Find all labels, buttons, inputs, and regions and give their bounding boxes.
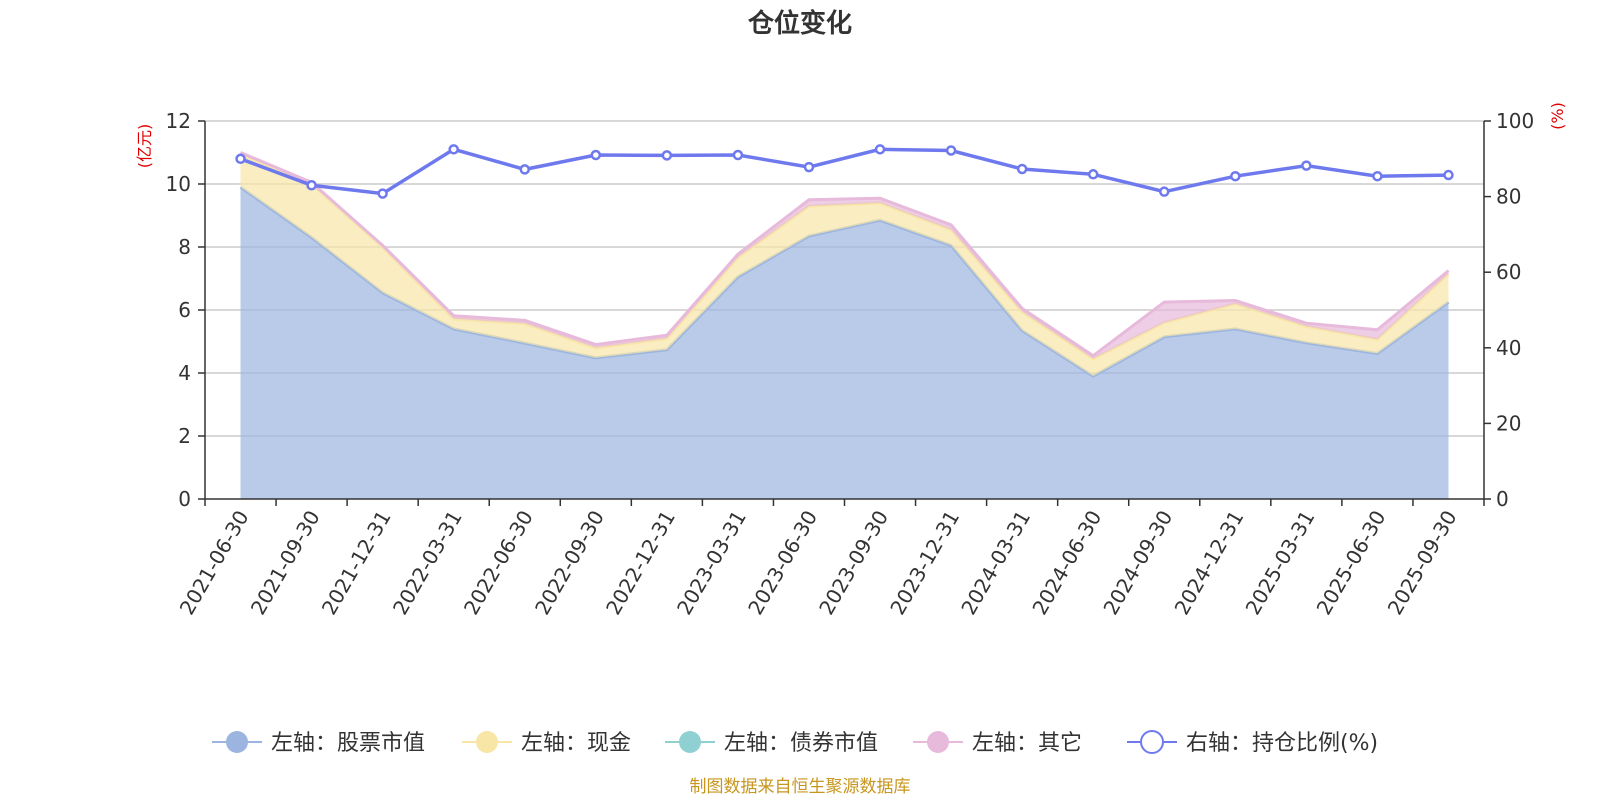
ratio-point[interactable] xyxy=(377,188,388,199)
legend-marker xyxy=(226,731,248,753)
ratio-point[interactable] xyxy=(1372,170,1383,182)
right-axis-unit: (%) xyxy=(1548,102,1567,130)
ratio-point[interactable] xyxy=(519,164,530,175)
ratio-point[interactable] xyxy=(448,144,459,155)
x-tick-label: 2023-09-30 xyxy=(814,506,893,619)
left-tick-label: 8 xyxy=(178,235,191,259)
x-tick-label: 2022-03-31 xyxy=(388,506,467,619)
legend-item-4[interactable]: 左轴：其它 xyxy=(913,731,1082,756)
ratio-line xyxy=(239,147,1449,196)
ratio-point[interactable] xyxy=(235,153,246,165)
area-edge-4 xyxy=(239,151,1450,358)
source-note: 制图数据来自恒生聚源数据库 xyxy=(690,777,911,797)
right-tick-label: 80 xyxy=(1496,185,1521,209)
area-1 xyxy=(240,187,1449,499)
left-tick-label: 2 xyxy=(178,424,191,448)
x-tick-label: 2023-06-30 xyxy=(743,506,822,619)
right-tick-label: 40 xyxy=(1496,336,1521,360)
ratio-point[interactable] xyxy=(1301,160,1312,171)
chart-title: 仓位变化 xyxy=(747,8,852,39)
legend-marker xyxy=(927,731,949,753)
left-tick-label: 6 xyxy=(178,298,191,322)
legend-label: 左轴：股票市值 xyxy=(271,731,425,756)
x-tick-label: 2021-09-30 xyxy=(246,506,325,619)
right-tick-label: 0 xyxy=(1496,487,1509,511)
left-tick-label: 10 xyxy=(166,172,191,196)
ratio-point[interactable] xyxy=(732,149,744,161)
x-tick-label: 2022-06-30 xyxy=(459,506,538,619)
ratio-point[interactable] xyxy=(803,161,815,173)
plot-lines xyxy=(235,144,1454,199)
x-tick-label: 2024-09-30 xyxy=(1098,506,1177,619)
x-tick-label: 2023-03-31 xyxy=(672,506,751,619)
legend-label: 左轴：现金 xyxy=(521,731,631,756)
x-tick-label: 2025-06-30 xyxy=(1312,506,1391,619)
plot-areas xyxy=(239,151,1450,499)
ratio-point[interactable] xyxy=(1016,163,1028,175)
legend-item-3[interactable]: 左轴：债券市值 xyxy=(665,731,878,756)
ratio-point[interactable] xyxy=(306,180,317,191)
left-tick-label: 12 xyxy=(166,109,191,133)
x-tick-label: 2025-03-31 xyxy=(1241,506,1320,619)
legend-item-2[interactable]: 左轴：现金 xyxy=(462,731,631,756)
area-edge-1 xyxy=(239,185,1450,378)
left-axis-unit: (亿元) xyxy=(135,124,154,169)
x-tick-label: 2024-06-30 xyxy=(1027,506,1106,619)
x-tick-label: 2021-12-31 xyxy=(317,506,396,619)
ratio-point[interactable] xyxy=(1443,169,1454,181)
left-tick-label: 4 xyxy=(178,361,191,385)
legend-label: 右轴：持仓比例(%) xyxy=(1186,731,1378,756)
legend-marker xyxy=(1140,730,1164,754)
ratio-point[interactable] xyxy=(945,145,957,156)
ratio-point[interactable] xyxy=(590,149,602,161)
right-tick-label: 20 xyxy=(1496,411,1521,435)
legend-marker xyxy=(476,731,498,753)
legend: 左轴：股票市值 左轴：现金 左轴：债券市值 左轴：其它 右轴：持仓比例(%) xyxy=(212,730,1378,756)
legend-item-1[interactable]: 左轴：股票市值 xyxy=(212,731,425,756)
legend-label: 左轴：其它 xyxy=(972,731,1082,756)
ratio-point[interactable] xyxy=(1230,170,1241,182)
x-tick-label: 2023-12-31 xyxy=(885,506,964,619)
legend-label: 左轴：债券市值 xyxy=(724,731,878,756)
x-tick-label: 2022-12-31 xyxy=(601,506,680,619)
x-tick-label: 2021-06-30 xyxy=(175,506,254,619)
left-tick-label: 0 xyxy=(178,487,191,511)
x-tick-label: 2024-03-31 xyxy=(956,506,1035,619)
x-tick-label: 2022-09-30 xyxy=(530,506,609,619)
right-tick-label: 60 xyxy=(1496,260,1521,284)
ratio-point[interactable] xyxy=(661,150,673,161)
x-tick-label: 2024-12-31 xyxy=(1169,506,1248,619)
legend-item-5[interactable]: 右轴：持仓比例(%) xyxy=(1127,730,1378,756)
ratio-point[interactable] xyxy=(874,144,886,155)
ratio-point[interactable] xyxy=(1159,186,1170,197)
legend-marker xyxy=(679,731,701,753)
right-tick-label: 100 xyxy=(1496,109,1534,133)
x-tick-label: 2025-09-30 xyxy=(1383,506,1462,619)
ratio-point[interactable] xyxy=(1087,169,1099,180)
